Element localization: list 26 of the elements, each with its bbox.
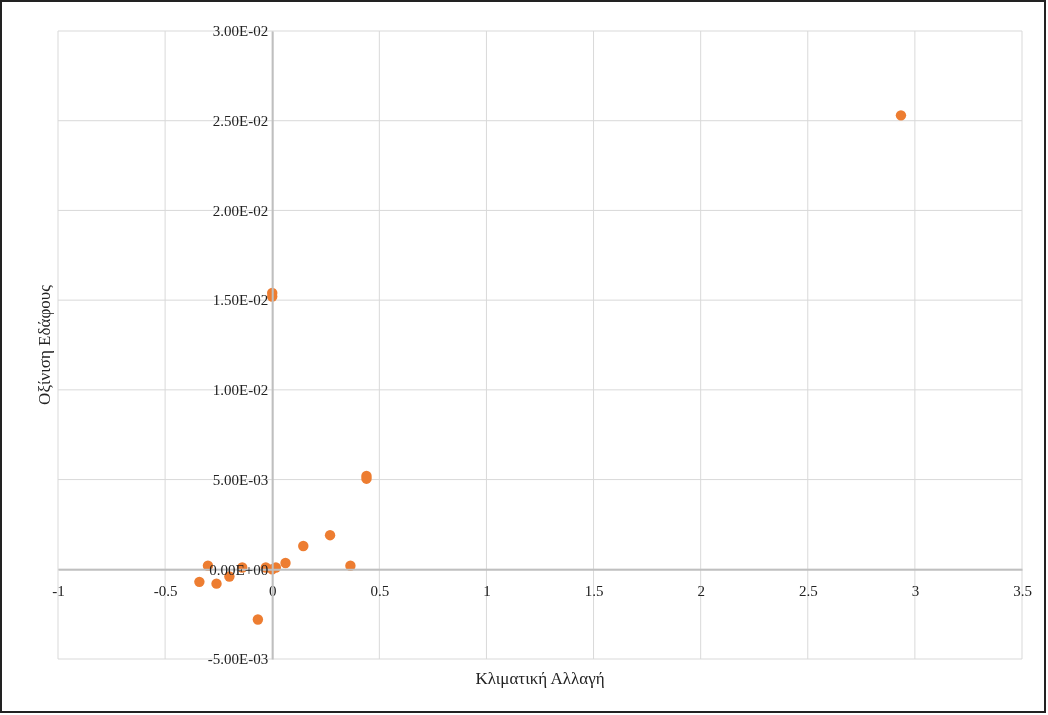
x-tick-label: -1 (52, 582, 65, 599)
y-tick-label: 2.00E-02 (212, 202, 269, 219)
x-tick-label: 2.5 (798, 582, 818, 599)
y-tick-label: 0.00E+00 (209, 561, 269, 578)
y-axis-title: Οξίνιση Εδάφους (35, 284, 54, 405)
x-tick-label: 3 (911, 582, 920, 599)
point (211, 578, 222, 589)
x-tick-label: 1 (483, 582, 491, 599)
y-tick-label: -5.00E-03 (207, 651, 269, 668)
x-tick-label: -0.5 (153, 582, 178, 599)
y-tick-label: 5.00E-03 (212, 471, 269, 488)
y-tick-label: 2.50E-02 (212, 113, 269, 130)
x-tick-label: 1.5 (584, 582, 604, 599)
x-tick-label: 0.5 (370, 582, 390, 599)
point (324, 530, 336, 541)
point (252, 614, 264, 625)
y-tick-label: 1.00E-02 (212, 382, 269, 399)
x-tick-label: 3.5 (1013, 582, 1032, 599)
y-tick-label: 3.00E-02 (212, 23, 269, 40)
point (194, 576, 205, 588)
point (280, 557, 291, 569)
x-axis-title: Κλιματική Αλλαγή (475, 669, 605, 688)
point (298, 540, 309, 552)
y-tick-label: 1.50E-02 (212, 292, 269, 309)
point (895, 110, 907, 121)
x-tick-label: 2 (697, 582, 705, 599)
